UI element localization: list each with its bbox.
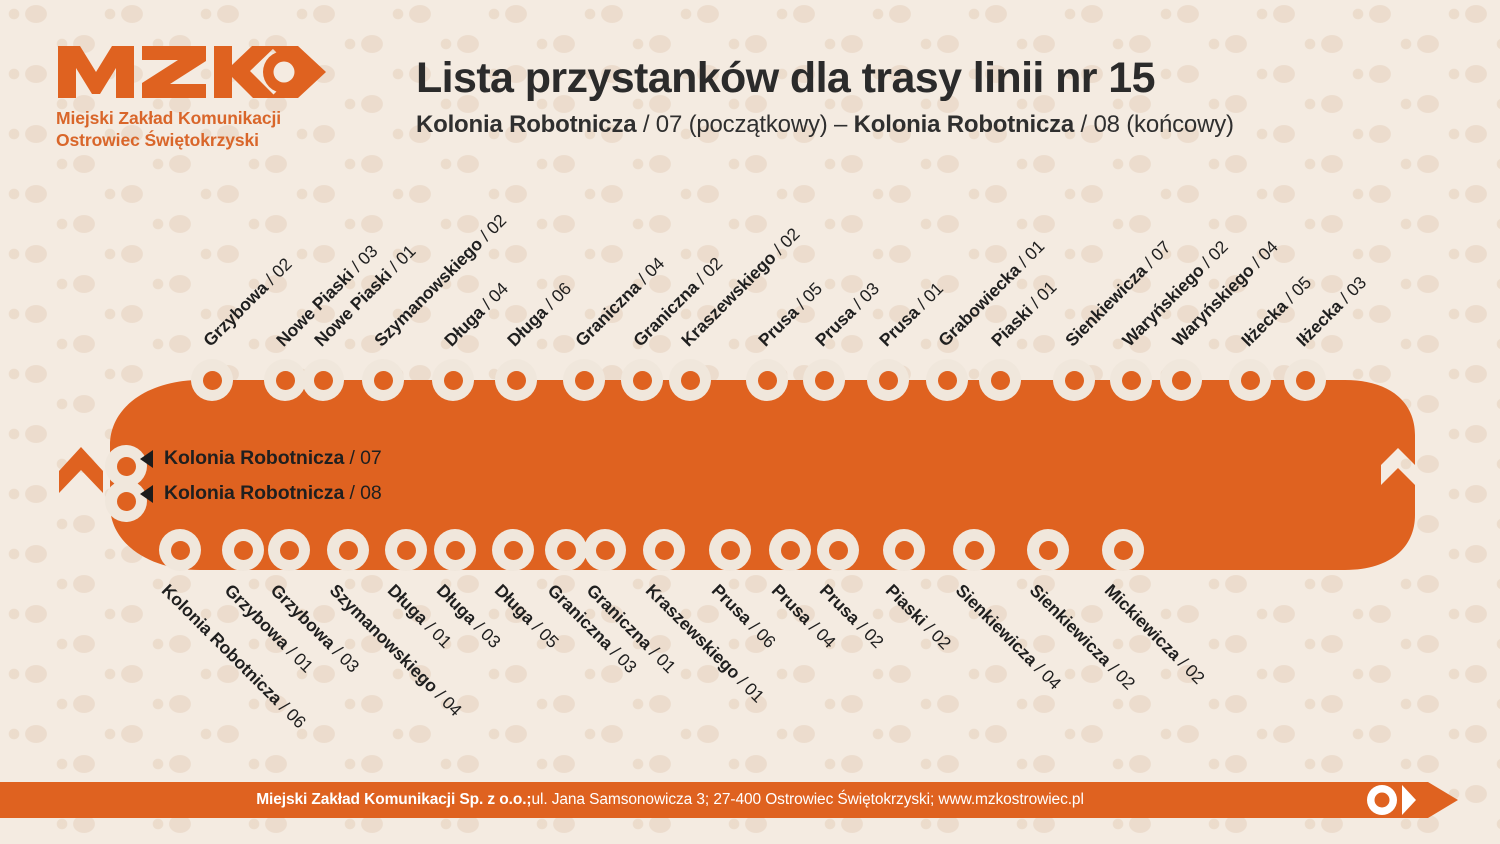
route-endpoints-subtitle: Kolonia Robotnicza / 07 (początkowy) – K… bbox=[416, 111, 1436, 139]
stop-dot[interactable] bbox=[1284, 359, 1326, 401]
footer: Miejski Zakład Komunikacji Sp. z o.o.; u… bbox=[0, 782, 1500, 818]
brand-name: Miejski Zakład Komunikacji Ostrowiec Świ… bbox=[56, 107, 356, 152]
terminus-row[interactable]: Kolonia Robotnicza / 08 bbox=[140, 479, 382, 508]
stop-dot[interactable] bbox=[268, 529, 310, 571]
route-diagram: Kolonia Robotnicza / 07 Kolonia Robotnic… bbox=[0, 180, 1500, 770]
brand-name-line2: Ostrowiec Świętokrzyski bbox=[56, 130, 259, 151]
triangle-left-icon bbox=[140, 449, 153, 468]
stop-dot[interactable] bbox=[1102, 529, 1144, 571]
terminus-name: Kolonia Robotnicza bbox=[164, 482, 345, 504]
stop-dot[interactable] bbox=[222, 529, 264, 571]
stop-dot[interactable] bbox=[643, 529, 685, 571]
stop-dot[interactable] bbox=[979, 359, 1021, 401]
terminus-row[interactable]: Kolonia Robotnicza / 07 bbox=[140, 444, 382, 473]
stop-dot[interactable] bbox=[191, 359, 233, 401]
footer-tail-icon bbox=[1340, 782, 1460, 823]
stop-dot[interactable] bbox=[434, 529, 476, 571]
stop-dot[interactable] bbox=[159, 529, 201, 571]
footer-text: Miejski Zakład Komunikacji Sp. z o.o.; u… bbox=[0, 782, 1340, 818]
subtitle-start-name: Kolonia Robotnicza bbox=[416, 111, 637, 138]
brand-logo-block: Miejski Zakład Komunikacji Ostrowiec Świ… bbox=[56, 44, 356, 152]
stop-dot[interactable] bbox=[1229, 359, 1271, 401]
stop-dot[interactable] bbox=[817, 529, 859, 571]
stop-dot[interactable] bbox=[362, 359, 404, 401]
subtitle-end-name: Kolonia Robotnicza bbox=[853, 111, 1075, 138]
stop-dot[interactable] bbox=[327, 529, 369, 571]
mzk-logo-icon bbox=[56, 44, 328, 100]
stop-dot[interactable] bbox=[709, 529, 751, 571]
footer-address: ul. Jana Samsonowicza 3; 27-400 Ostrowie… bbox=[531, 791, 1084, 808]
terminus-label: Kolonia Robotnicza / 08 bbox=[164, 482, 382, 505]
stop-dot[interactable] bbox=[495, 359, 537, 401]
direction-chevron-icon bbox=[58, 445, 104, 510]
stop-dot[interactable] bbox=[1053, 359, 1095, 401]
title-block: Lista przystanków dla trasy linii nr 15 … bbox=[416, 54, 1436, 139]
stop-dot[interactable] bbox=[1160, 359, 1202, 401]
stop-dot[interactable] bbox=[867, 359, 909, 401]
footer-bar bbox=[0, 782, 1356, 818]
stop-dot[interactable] bbox=[621, 359, 663, 401]
subtitle-start-note: (początkowy) bbox=[688, 111, 828, 138]
stop-dot[interactable] bbox=[769, 529, 811, 571]
terminus-list: Kolonia Robotnicza / 07 Kolonia Robotnic… bbox=[140, 444, 382, 514]
subtitle-start-number: / 07 bbox=[642, 111, 683, 138]
subtitle-end-number: / 08 bbox=[1080, 111, 1120, 138]
stop-dot[interactable] bbox=[926, 359, 968, 401]
subtitle-end-note: (końcowy) bbox=[1126, 111, 1234, 138]
triangle-left-icon bbox=[140, 484, 153, 503]
stop-dot[interactable] bbox=[563, 359, 605, 401]
stop-dot[interactable] bbox=[302, 359, 344, 401]
route-track bbox=[110, 380, 1415, 570]
brand-name-line1: Miejski Zakład Komunikacji bbox=[56, 108, 281, 128]
stop-dot[interactable] bbox=[953, 529, 995, 571]
stop-dot[interactable] bbox=[746, 359, 788, 401]
stop-dot[interactable] bbox=[669, 359, 711, 401]
stop-dot[interactable] bbox=[803, 359, 845, 401]
terminus-number: / 08 bbox=[349, 482, 382, 504]
stop-dot[interactable] bbox=[432, 359, 474, 401]
stop-dot[interactable] bbox=[492, 529, 534, 571]
stop-dot[interactable] bbox=[1027, 529, 1069, 571]
header: Miejski Zakład Komunikacji Ostrowiec Świ… bbox=[0, 0, 1500, 180]
terminus-number: / 07 bbox=[349, 447, 382, 469]
subtitle-dash: – bbox=[834, 111, 848, 138]
footer-company: Miejski Zakład Komunikacji Sp. z o.o.; bbox=[256, 791, 532, 808]
stop-dot[interactable] bbox=[883, 529, 925, 571]
terminus-name: Kolonia Robotnicza bbox=[164, 447, 345, 469]
stop-dot[interactable] bbox=[545, 529, 587, 571]
page-title: Lista przystanków dla trasy linii nr 15 bbox=[416, 54, 1156, 102]
terminus-label: Kolonia Robotnicza / 07 bbox=[164, 447, 382, 470]
stop-dot[interactable] bbox=[385, 529, 427, 571]
stop-dot[interactable] bbox=[1110, 359, 1152, 401]
stop-dot[interactable] bbox=[584, 529, 626, 571]
stop-dot[interactable] bbox=[264, 359, 306, 401]
